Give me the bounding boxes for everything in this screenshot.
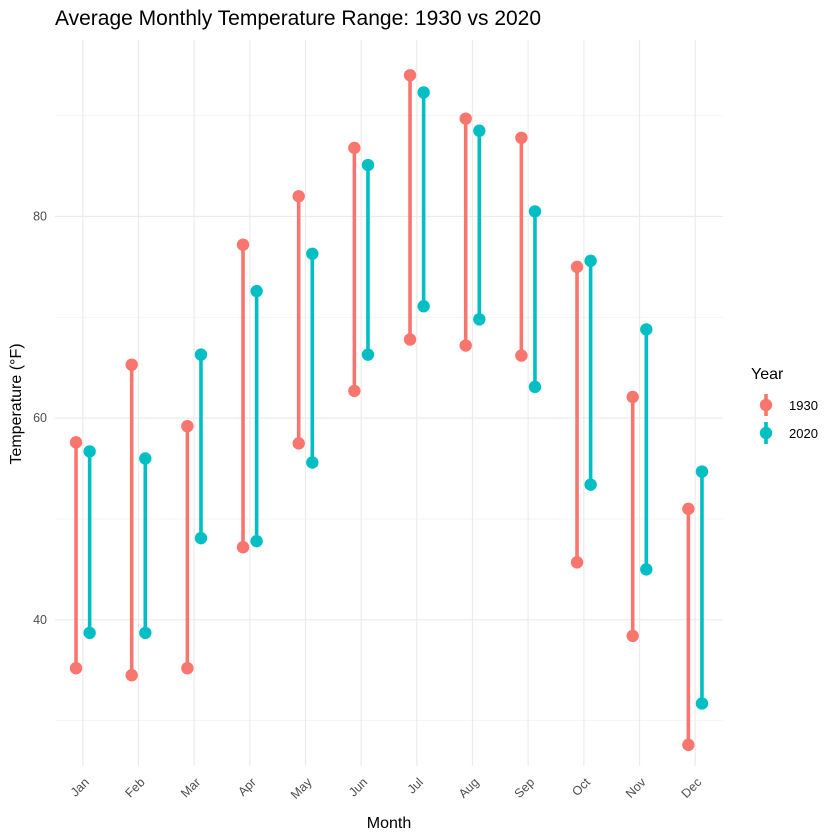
grid (55, 40, 723, 766)
y-tick-label: 40 (33, 613, 47, 627)
y-axis-title: Temperature (°F) (8, 343, 25, 464)
x-tick-label: Nov (623, 775, 649, 801)
legend-label: 1930 (789, 398, 818, 413)
high-point-1930-may (292, 190, 305, 203)
high-point-1930-sep (515, 131, 528, 145)
legend-key-point (759, 426, 773, 440)
legend: Year 1930 2020 (751, 366, 818, 444)
chart-title: Average Monthly Temperature Range: 1930 … (55, 7, 541, 30)
low-point-1930-apr (236, 540, 250, 554)
x-tick-label: Aug (456, 775, 482, 801)
high-point-2020-dec (695, 465, 709, 478)
low-point-2020-sep (528, 380, 542, 394)
legend-key-point (759, 398, 773, 412)
high-point-1930-apr (236, 238, 250, 251)
high-point-1930-jul (403, 69, 417, 82)
x-tick-label: Feb (122, 775, 147, 800)
x-tick-label: Jun (346, 775, 370, 799)
high-point-1930-feb (125, 358, 138, 371)
high-point-2020-jul (417, 86, 430, 99)
high-point-2020-may (306, 247, 319, 260)
high-point-2020-feb (139, 452, 152, 465)
x-tick-label: Dec (679, 775, 705, 801)
high-point-1930-dec (682, 502, 695, 516)
low-point-2020-jan (83, 626, 96, 640)
x-tick-label: Mar (178, 775, 203, 800)
low-point-2020-aug (473, 313, 486, 326)
low-point-2020-dec (695, 697, 709, 710)
low-point-1930-nov (626, 629, 639, 643)
low-point-2020-mar (194, 531, 208, 545)
low-point-1930-dec (682, 738, 695, 752)
low-point-1930-jul (403, 333, 417, 346)
high-point-2020-aug (473, 124, 486, 137)
x-tick-label: Apr (235, 775, 259, 799)
low-point-1930-feb (125, 669, 138, 682)
x-tick-label: Jan (68, 775, 92, 799)
high-point-2020-mar (194, 348, 208, 361)
high-point-1930-jan (69, 436, 83, 449)
low-point-1930-aug (459, 339, 472, 352)
legend-title: Year (751, 366, 784, 383)
high-point-2020-sep (528, 205, 542, 218)
low-point-2020-feb (139, 626, 152, 640)
low-point-1930-may (292, 437, 305, 450)
low-point-1930-jan (69, 661, 83, 675)
low-point-2020-jun (361, 348, 375, 361)
low-point-2020-nov (640, 563, 653, 576)
low-point-2020-apr (250, 534, 263, 548)
high-point-1930-nov (626, 390, 639, 404)
high-point-2020-jan (83, 445, 96, 458)
low-point-1930-sep (515, 349, 528, 362)
y-tick-label: 80 (33, 209, 47, 223)
low-point-1930-oct (570, 556, 584, 569)
x-tick-label: Oct (569, 775, 593, 799)
high-point-1930-mar (181, 419, 194, 433)
low-point-2020-oct (584, 478, 597, 491)
low-point-2020-jul (417, 300, 430, 313)
low-point-2020-may (306, 456, 319, 469)
legend-label: 2020 (789, 426, 818, 441)
data-layer (69, 69, 709, 752)
x-tick-label: Sep (512, 775, 538, 801)
high-point-1930-oct (570, 260, 584, 274)
x-tick-label: Jul (405, 775, 426, 796)
high-point-1930-jun (348, 141, 361, 155)
high-point-1930-aug (459, 112, 472, 125)
high-point-2020-apr (250, 284, 263, 298)
low-point-1930-mar (181, 661, 194, 675)
high-point-2020-nov (640, 323, 653, 336)
x-tick-label: May (288, 775, 315, 802)
high-point-2020-jun (361, 158, 375, 172)
high-point-2020-oct (584, 254, 597, 268)
x-axis-title: Month (367, 815, 411, 832)
low-point-1930-jun (348, 384, 361, 398)
y-tick-label: 60 (33, 411, 47, 425)
